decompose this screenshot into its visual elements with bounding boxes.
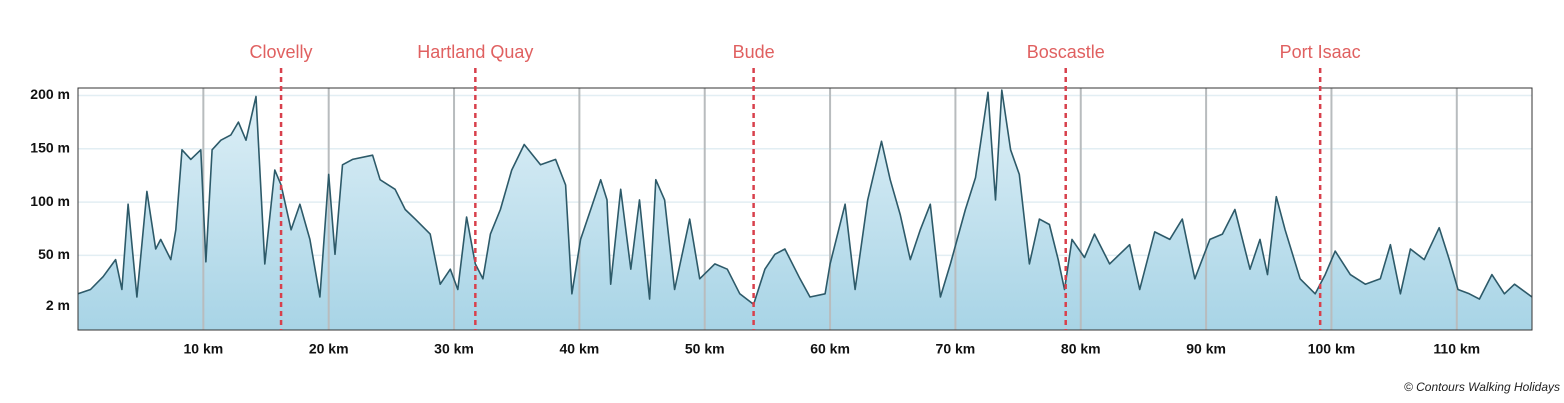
x-tick-label: 10 km [183, 341, 223, 357]
elevation-area [78, 90, 1532, 330]
y-tick-label: 100 m [30, 193, 70, 209]
x-tick-label: 60 km [810, 341, 850, 357]
elevation-line [77, 89, 1533, 306]
location-label: Hartland Quay [417, 42, 533, 62]
y-tick-label: 150 m [30, 139, 70, 155]
plot-frame [77, 87, 1533, 331]
y-tick-label: 50 m [38, 246, 70, 262]
x-tick-label: 110 km [1433, 341, 1480, 357]
x-tick-label: 30 km [434, 341, 474, 357]
y-tick-label: 2 m [46, 297, 70, 313]
location-label: Boscastle [1027, 42, 1105, 62]
x-tick-label: 80 km [1061, 341, 1101, 357]
location-label: Bude [733, 42, 775, 62]
location-label: Port Isaac [1280, 42, 1361, 62]
location-label: Clovelly [250, 42, 313, 62]
x-tick-label: 100 km [1308, 341, 1355, 357]
x-tick-label: 20 km [309, 341, 349, 357]
y-tick-label: 200 m [30, 86, 70, 102]
x-tick-label: 70 km [936, 341, 976, 357]
credit: © Contours Walking Holidays [1404, 380, 1560, 394]
x-tick-label: 50 km [685, 341, 725, 357]
x-tick-label: 40 km [560, 341, 600, 357]
x-tick-label: 90 km [1186, 341, 1226, 357]
